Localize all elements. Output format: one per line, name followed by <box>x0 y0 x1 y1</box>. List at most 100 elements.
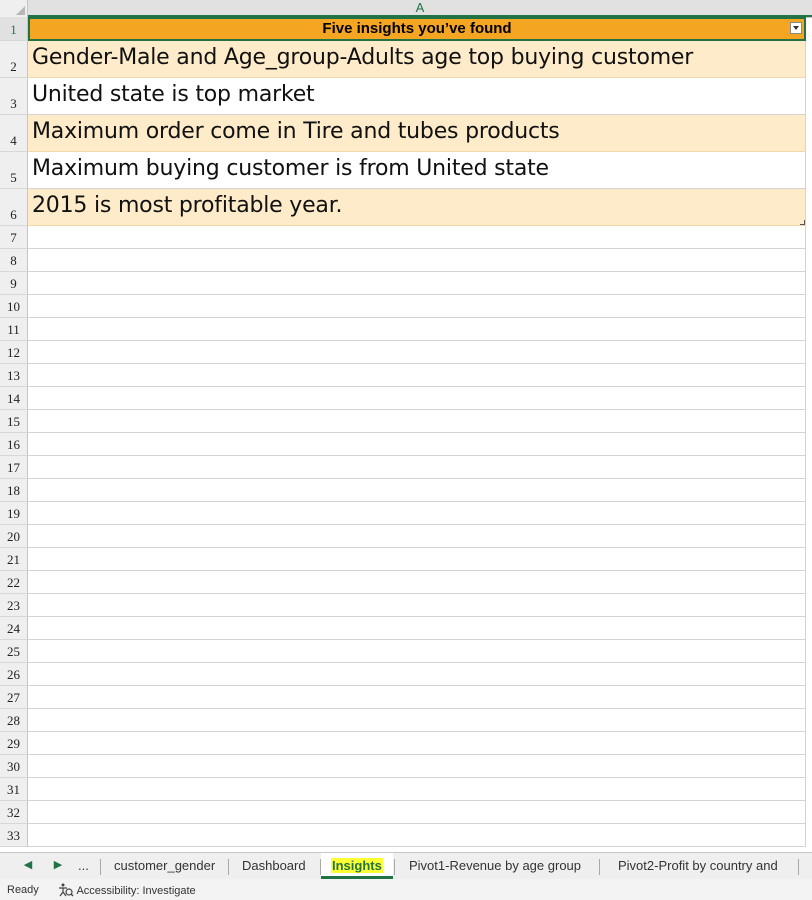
empty-cell-a7[interactable] <box>28 226 806 249</box>
row-number-15[interactable]: 15 <box>0 410 28 433</box>
empty-cell-a32[interactable] <box>28 801 806 824</box>
sheet-tab-bar: ◀ ▶ ... customer_gender Dashboard Insigh… <box>0 852 812 879</box>
caret-left-icon[interactable]: ◀ <box>23 859 33 871</box>
row-number-30[interactable]: 30 <box>0 755 28 778</box>
insight-cell-a6[interactable]: 2015 is most profitable year. <box>28 189 806 226</box>
empty-cell-a30[interactable] <box>28 755 806 778</box>
row-number-2[interactable]: 2 <box>0 41 28 78</box>
empty-cell-a13[interactable] <box>28 364 806 387</box>
tab-pivot1[interactable]: Pivot1-Revenue by age group <box>409 858 582 873</box>
select-all-triangle-icon <box>16 6 25 15</box>
filter-dropdown-icon[interactable] <box>790 22 802 34</box>
column-header-a[interactable]: A <box>28 0 812 17</box>
caret-right-icon[interactable]: ▶ <box>53 859 63 871</box>
tab-divider <box>599 859 600 875</box>
row-number-3[interactable]: 3 <box>0 78 28 115</box>
row-number-label: 13 <box>7 368 20 383</box>
empty-cell-a27[interactable] <box>28 686 806 709</box>
row-number-19[interactable]: 19 <box>0 502 28 525</box>
row-number-1[interactable]: 1 <box>0 17 28 41</box>
empty-cell-a17[interactable] <box>28 456 806 479</box>
row-number-22[interactable]: 22 <box>0 571 28 594</box>
empty-cell-a18[interactable] <box>28 479 806 502</box>
empty-cell-a10[interactable] <box>28 295 806 318</box>
empty-cell-a33[interactable] <box>28 824 806 847</box>
empty-cell-a23[interactable] <box>28 594 806 617</box>
tab-customer-gender[interactable]: customer_gender <box>114 858 216 873</box>
row-number-label: 30 <box>7 759 20 774</box>
row-number-label: 11 <box>7 322 20 337</box>
empty-cell-a31[interactable] <box>28 778 806 801</box>
tab-dashboard[interactable]: Dashboard <box>242 858 306 873</box>
tab-pivot2[interactable]: Pivot2-Profit by country and <box>618 858 778 873</box>
row-number-12[interactable]: 12 <box>0 341 28 364</box>
tab-divider <box>394 859 395 875</box>
row-number-17[interactable]: 17 <box>0 456 28 479</box>
row-number-label: 33 <box>7 828 20 843</box>
insight-cell-a3[interactable]: United state is top market <box>28 78 806 115</box>
row-number-label: 22 <box>7 575 20 590</box>
row-number-label: 28 <box>7 713 20 728</box>
empty-cell-a19[interactable] <box>28 502 806 525</box>
accessibility-label: Accessibility: Investigate <box>76 885 196 897</box>
empty-cell-a15[interactable] <box>28 410 806 433</box>
row-number-7[interactable]: 7 <box>0 226 28 249</box>
row-number-33[interactable]: 33 <box>0 824 28 847</box>
empty-cell-a25[interactable] <box>28 640 806 663</box>
row-number-13[interactable]: 13 <box>0 364 28 387</box>
row-number-8[interactable]: 8 <box>0 249 28 272</box>
insight-cell-a2[interactable]: Gender-Male and Age_group-Adults age top… <box>28 41 806 78</box>
tab-insights[interactable]: Insights <box>321 853 393 879</box>
row-number-label: 15 <box>7 414 20 429</box>
row-number-21[interactable]: 21 <box>0 548 28 571</box>
empty-cell-a14[interactable] <box>28 387 806 410</box>
row-number-label: 8 <box>10 253 17 268</box>
row-number-24[interactable]: 24 <box>0 617 28 640</box>
row-number-label: 5 <box>10 170 17 185</box>
empty-cell-a28[interactable] <box>28 709 806 732</box>
row-number-11[interactable]: 11 <box>0 318 28 341</box>
row-number-5[interactable]: 5 <box>0 152 28 189</box>
row-number-label: 21 <box>7 552 20 567</box>
row-number-27[interactable]: 27 <box>0 686 28 709</box>
empty-cell-a29[interactable] <box>28 732 806 755</box>
table-resize-handle[interactable] <box>800 220 805 225</box>
empty-cell-a8[interactable] <box>28 249 806 272</box>
row-number-6[interactable]: 6 <box>0 189 28 226</box>
row-number-label: 32 <box>7 805 20 820</box>
row-number-31[interactable]: 31 <box>0 778 28 801</box>
empty-cell-a9[interactable] <box>28 272 806 295</box>
header-cell-a1[interactable]: Five insights you’ve found <box>28 17 806 41</box>
row-number-29[interactable]: 29 <box>0 732 28 755</box>
insight-cell-a4[interactable]: Maximum order come in Tire and tubes pro… <box>28 115 806 152</box>
row-number-10[interactable]: 10 <box>0 295 28 318</box>
accessibility-status[interactable]: Accessibility: Investigate <box>58 883 196 897</box>
status-bar: Ready Accessibility: Investigate <box>0 879 812 900</box>
row-number-28[interactable]: 28 <box>0 709 28 732</box>
empty-cell-a16[interactable] <box>28 433 806 456</box>
row-number-23[interactable]: 23 <box>0 594 28 617</box>
row-number-26[interactable]: 26 <box>0 663 28 686</box>
more-sheets-button[interactable]: ... <box>78 858 89 873</box>
row-number-16[interactable]: 16 <box>0 433 28 456</box>
empty-cell-a26[interactable] <box>28 663 806 686</box>
empty-cell-a20[interactable] <box>28 525 806 548</box>
empty-cell-a11[interactable] <box>28 318 806 341</box>
row-number-4[interactable]: 4 <box>0 115 28 152</box>
row-number-20[interactable]: 20 <box>0 525 28 548</box>
row-number-25[interactable]: 25 <box>0 640 28 663</box>
row-number-18[interactable]: 18 <box>0 479 28 502</box>
row-number-32[interactable]: 32 <box>0 801 28 824</box>
empty-cell-a24[interactable] <box>28 617 806 640</box>
empty-cell-a12[interactable] <box>28 341 806 364</box>
insight-cell-a5[interactable]: Maximum buying customer is from United s… <box>28 152 806 189</box>
row-number-14[interactable]: 14 <box>0 387 28 410</box>
row-number-9[interactable]: 9 <box>0 272 28 295</box>
select-all-corner[interactable] <box>0 0 28 17</box>
empty-cell-a21[interactable] <box>28 548 806 571</box>
row-number-label: 27 <box>7 690 20 705</box>
tab-divider <box>228 859 229 875</box>
row-number-label: 7 <box>10 230 17 245</box>
tab-divider <box>798 859 799 875</box>
empty-cell-a22[interactable] <box>28 571 806 594</box>
